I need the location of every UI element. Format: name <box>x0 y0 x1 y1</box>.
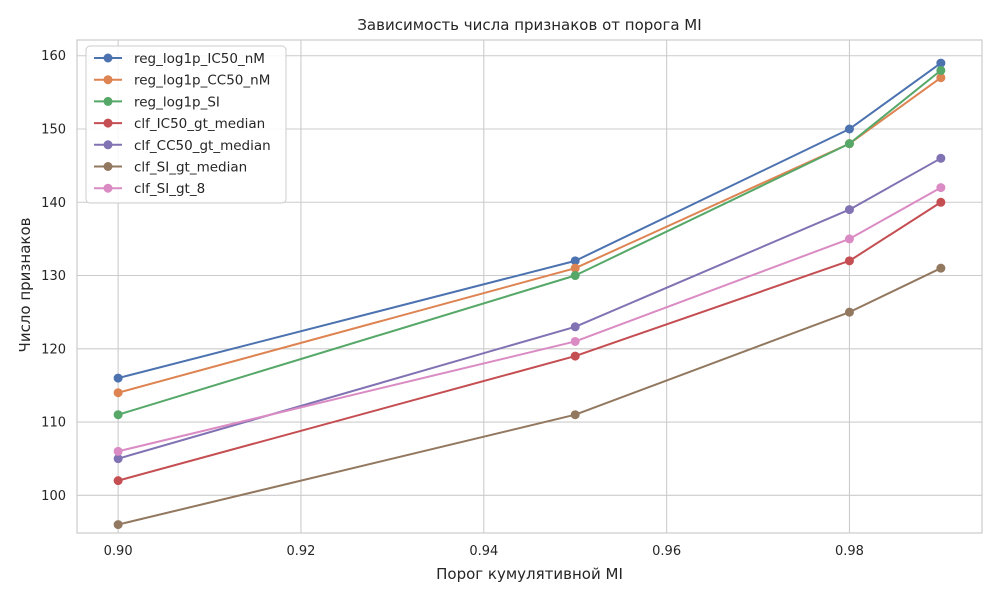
data-point <box>113 476 123 486</box>
data-point <box>936 153 946 163</box>
grid-lines <box>77 40 982 533</box>
series-line <box>117 186 942 453</box>
legend-label: reg_log1p_CC50_nM <box>134 73 270 89</box>
legend-marker <box>103 118 113 128</box>
legend-marker <box>103 53 113 63</box>
y-tick-label: 140 <box>41 196 66 211</box>
data-point <box>844 124 854 134</box>
data-point <box>570 351 580 361</box>
legend-marker <box>103 140 113 150</box>
series-reg_log1p_SI <box>113 65 946 420</box>
y-tick-label: 160 <box>41 49 66 64</box>
series-reg_log1p_IC50_nM <box>113 58 946 383</box>
data-point <box>570 322 580 332</box>
legend-label: clf_SI_gt_8 <box>134 181 205 197</box>
legend-marker <box>103 162 113 171</box>
data-point <box>570 410 580 420</box>
data-point <box>113 454 123 464</box>
series-line <box>117 201 942 482</box>
data-point <box>113 388 123 398</box>
data-point <box>570 336 580 346</box>
legend-label: clf_SI_gt_median <box>134 160 247 176</box>
data-point <box>936 65 946 75</box>
legend-label: clf_CC50_gt_median <box>134 138 271 154</box>
data-point <box>844 139 854 149</box>
y-axis-title: Число признаков <box>16 218 34 353</box>
legend-marker <box>103 183 113 193</box>
legend-item: reg_log1p_SI <box>94 94 220 110</box>
legend-marker <box>103 75 113 85</box>
data-point <box>844 256 854 266</box>
x-tick-label: 0.92 <box>286 544 315 559</box>
y-tick-labels: 100 110 120 130 140 150 160 <box>41 49 66 504</box>
series-line <box>117 69 942 416</box>
legend-label: clf_IC50_gt_median <box>134 116 265 132</box>
x-axis-title: Порог кумулятивной MI <box>436 565 623 583</box>
series-line <box>117 62 942 380</box>
series-clf_SI_gt_median <box>113 263 946 530</box>
legend-label: reg_log1p_IC50_nM <box>134 51 265 67</box>
series-clf_CC50_gt_median <box>113 153 946 464</box>
legend-item: clf_SI_gt_median <box>94 160 247 176</box>
data-point <box>570 263 580 273</box>
data-point <box>936 183 946 193</box>
data-point <box>844 205 854 215</box>
series-clf_IC50_gt_median <box>113 197 946 486</box>
data-point <box>113 373 123 383</box>
y-tick-label: 150 <box>41 123 66 138</box>
data-point <box>936 58 946 68</box>
plot-frame <box>76 39 983 534</box>
series-line <box>117 157 942 460</box>
y-tick-label: 120 <box>41 342 66 357</box>
data-point <box>113 410 123 420</box>
y-tick-label: 110 <box>41 416 66 431</box>
legend-item: reg_log1p_CC50_nM <box>94 73 270 89</box>
series-line <box>117 267 942 526</box>
legend-item: clf_IC50_gt_median <box>94 116 265 132</box>
data-point <box>936 197 946 207</box>
legend-marker <box>103 96 113 106</box>
legend-item: clf_CC50_gt_median <box>94 138 271 154</box>
y-tick-label: 100 <box>41 489 66 504</box>
data-point <box>113 520 123 530</box>
data-point <box>570 271 580 281</box>
legend-item: reg_log1p_IC50_nM <box>94 51 265 67</box>
data-point <box>844 234 854 244</box>
legend-label: reg_log1p_SI <box>134 94 220 110</box>
x-tick-label: 0.90 <box>104 544 133 559</box>
data-point <box>570 256 580 266</box>
series-line <box>117 76 942 394</box>
series-clf_SI_gt_8 <box>113 183 946 456</box>
series-layer <box>113 58 946 530</box>
data-point <box>936 263 946 273</box>
x-tick-label: 0.94 <box>469 544 498 559</box>
data-point <box>936 73 946 83</box>
x-tick-labels: 0.90 0.92 0.94 0.96 0.98 <box>104 544 864 559</box>
data-point <box>113 446 123 456</box>
x-tick-label: 0.96 <box>652 544 681 559</box>
chart-title: Зависимость числа признаков от порога MI <box>357 16 701 34</box>
y-tick-label: 130 <box>41 269 66 284</box>
legend: reg_log1p_IC50_nM reg_log1p_CC50_nM reg_lo… <box>85 45 287 204</box>
data-point <box>844 307 854 317</box>
x-tick-label: 0.98 <box>835 544 864 559</box>
legend-item: clf_SI_gt_8 <box>94 181 205 197</box>
legend-box <box>85 45 287 204</box>
